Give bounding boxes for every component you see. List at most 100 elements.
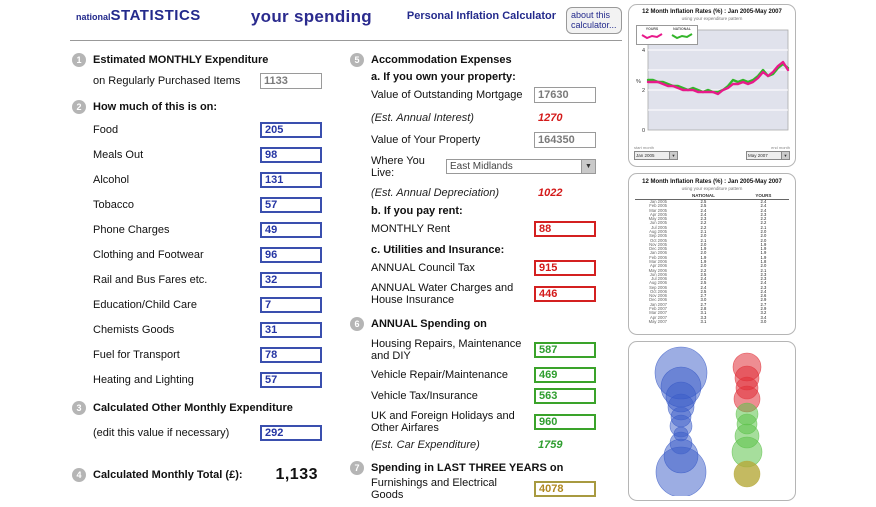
start-month-label: start month — [634, 145, 655, 150]
table-subtitle: using your expenditure pattern — [681, 186, 743, 191]
mortgage-input[interactable] — [534, 87, 596, 104]
vehicle-repair-input[interactable] — [534, 367, 596, 384]
end-month-control: end month May 2007 ▼ — [746, 145, 790, 160]
section-5-badge: 5 — [350, 52, 364, 67]
chevron-down-icon[interactable]: ▼ — [669, 152, 677, 159]
chevron-down-icon[interactable]: ▼ — [581, 160, 595, 174]
housing-repairs-input[interactable] — [534, 341, 596, 358]
council-tax-input[interactable] — [534, 260, 596, 277]
spend-row-food: Food — [93, 122, 322, 139]
svg-text:0: 0 — [642, 128, 645, 134]
pay-rent-subheading: b. If you pay rent: — [371, 204, 463, 217]
utilities-subheading: c. Utilities and Insurance: — [371, 243, 505, 256]
other-expenditure-row: (edit this value if necessary) — [93, 425, 322, 442]
monthly-expenditure-input[interactable] — [260, 73, 322, 90]
depreciation-label: (Est. Annual Depreciation) — [371, 186, 499, 199]
chevron-down-icon[interactable]: ▼ — [781, 152, 789, 159]
monthly-expenditure-label: on Regularly Purchased Items — [93, 75, 241, 88]
rent-row: MONTHLY Rent — [371, 221, 596, 238]
month-column-header — [635, 193, 669, 200]
alcohol-input[interactable] — [260, 172, 322, 189]
council-tax-row: ANNUAL Council Tax — [371, 260, 596, 277]
table-row: Apr 2005 2.4 2.3 — [650, 211, 767, 217]
table-row: Oct 2006 2.5 2.4 — [650, 288, 767, 294]
vehicle-tax-input[interactable] — [534, 388, 596, 405]
section-1-heading: 1 Estimated MONTHLY Expenditure — [72, 52, 322, 67]
section-5-heading: 5 Accommodation Expenses — [350, 52, 596, 67]
phone-charges-input[interactable] — [260, 222, 322, 239]
middle-column: 5 Accommodation Expenses a. If you own y… — [348, 47, 596, 507]
table-row: Mar 2007 3.1 3.2 — [649, 310, 767, 316]
property-value-label: Value of Your Property — [371, 134, 481, 147]
monthly-total-row: 4 Calculated Monthly Total (£): 1,133 — [72, 466, 322, 484]
clothing-input[interactable] — [260, 247, 322, 264]
table-row: Jul 2006 2.4 2.3 — [651, 276, 767, 282]
table-row: Jan 2006 2.0 1.9 — [649, 250, 767, 256]
tobacco-input[interactable] — [260, 197, 322, 214]
table-row: Nov 2006 2.7 2.6 — [649, 293, 767, 299]
ons-logo: nationalSTATISTICS — [76, 7, 216, 24]
table-row: Aug 2006 2.5 2.4 — [649, 280, 767, 286]
page-subtitle: Personal Inflation Calculator — [406, 10, 556, 22]
food-input[interactable] — [260, 122, 322, 139]
table-row: Dec 2006 3.0 2.9 — [649, 297, 767, 303]
table-row: Sep 2006 2.4 2.3 — [649, 284, 767, 290]
spend-row-alcohol: Alcohol — [93, 172, 322, 189]
meals-out-input[interactable] — [260, 147, 322, 164]
results-panels: 12 Month Inflation Rates (%) : Jan 2005-… — [628, 4, 796, 507]
section-4-badge: 4 — [72, 467, 86, 482]
own-property-subheading: a. If you own your property: — [371, 70, 516, 83]
svg-text:%: % — [636, 79, 641, 85]
calculator-form: nationalSTATISTICS your spending Persona… — [70, 2, 622, 507]
heating-lighting-input[interactable] — [260, 372, 322, 389]
spend-row-phone: Phone Charges — [93, 222, 322, 239]
rail-bus-fares-input[interactable] — [260, 272, 322, 289]
table-row: Aug 2005 2.1 2.0 — [649, 228, 767, 234]
logo-prefix: national — [76, 12, 111, 22]
water-insurance-label: ANNUAL Water Charges and House Insurance — [371, 281, 514, 306]
chemists-goods-input[interactable] — [260, 322, 322, 339]
line-chart-svg: 0 2 4% — [636, 29, 790, 134]
table-row: Jan 2007 2.7 2.7 — [649, 301, 767, 307]
council-tax-label: ANNUAL Council Tax — [371, 262, 475, 275]
table-row: Apr 2007 3.3 3.4 — [650, 314, 767, 320]
furnishings-row: Furnishings and Electrical Goods — [371, 477, 596, 501]
rent-input[interactable] — [534, 221, 596, 238]
annual-total-value: 24,002 — [540, 506, 596, 507]
end-month-label: end month — [771, 145, 790, 150]
interest-value: 1270 — [538, 111, 563, 124]
start-month-control: start month Jan 2005 ▼ — [634, 145, 678, 160]
monthly-total-value: 1,133 — [275, 465, 318, 483]
end-month-dropdown[interactable]: May 2007 ▼ — [746, 151, 790, 160]
holidays-input[interactable] — [534, 413, 596, 430]
national-column-header: NATIONAL — [669, 193, 738, 200]
other-expenditure-input[interactable] — [260, 425, 322, 442]
svg-text:2: 2 — [642, 88, 645, 94]
vehicle-tax-row: Vehicle Tax/Insurance — [371, 388, 596, 405]
bubble-chart-svg — [654, 346, 763, 498]
start-month-dropdown[interactable]: Jan 2005 ▼ — [634, 151, 678, 160]
chart-range-controls: start month Jan 2005 ▼ end month May 200… — [634, 145, 790, 160]
inflation-table: NATIONAL YOURS Jan 2005 2.5 2.4 Feb 2005 2.5… — [635, 193, 789, 324]
table-row: Apr 2006 2.0 2.0 — [650, 263, 767, 269]
water-insurance-input[interactable] — [534, 285, 596, 302]
property-value-row: Value of Your Property — [371, 132, 596, 149]
property-value-input[interactable] — [534, 132, 596, 149]
logo-main: STATISTICS — [110, 7, 201, 24]
car-expenditure-row: (Est. Car Expenditure) 1759 — [371, 439, 596, 451]
inflation-table-panel: 12 Month Inflation Rates (%) : Jan 2005-… — [628, 173, 796, 335]
rent-label: MONTHLY Rent — [371, 223, 451, 236]
region-dropdown[interactable]: East Midlands ▼ — [446, 159, 596, 175]
vehicle-repair-row: Vehicle Repair/Maintenance — [371, 367, 596, 384]
furnishings-input[interactable] — [534, 481, 596, 498]
section-3-badge: 3 — [72, 400, 86, 415]
about-calculator-button[interactable]: about this calculator... — [566, 7, 622, 34]
spend-row-fuel: Fuel for Transport — [93, 347, 322, 364]
spend-row-fares: Rail and Bus Fares etc. — [93, 272, 322, 289]
line-chart-plot-area: 0 2 4% YOURS NATIONAL — [634, 23, 790, 144]
spend-row-education: Education/Child Care — [93, 297, 322, 314]
monthly-total-label: Calculated Monthly Total (£): — [93, 468, 243, 481]
section-2-heading: 2 How much of this is on: — [72, 99, 322, 114]
fuel-transport-input[interactable] — [260, 347, 322, 364]
education-input[interactable] — [260, 297, 322, 314]
